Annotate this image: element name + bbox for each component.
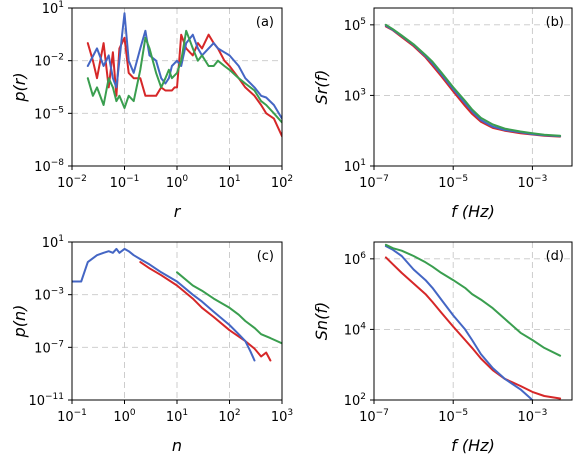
- x-tick-label: 102: [218, 408, 240, 425]
- panel-c: 10−1 100 101 102 103 10−11 10−7 10−3 101 (c) n p(n): [10, 234, 293, 455]
- y-tick-label: 103: [344, 87, 366, 104]
- panel-d: 10−7 10−5 10−3 102 104 106 (d) f (Hz) Sn(f): [312, 241, 573, 455]
- x-axis-label: f (Hz): [451, 202, 495, 221]
- y-tick-label: 101: [42, 0, 64, 17]
- y-tick-label: 106: [344, 251, 367, 268]
- series-line-green: [86, 29, 282, 124]
- series-line-red: [384, 256, 562, 400]
- series-line-blue: [86, 12, 282, 120]
- y-axis-label: Sr(f): [312, 70, 331, 105]
- y-tick-label: 101: [344, 158, 366, 175]
- x-tick-label: 100: [113, 408, 136, 425]
- panel-b: 10−7 10−5 10−3 101 103 105 (b) f (Hz) Sr(f): [312, 7, 573, 221]
- y-axis-label: p(n): [10, 305, 29, 339]
- y-tick-label: 104: [344, 321, 367, 338]
- panel-label: (c): [257, 249, 274, 264]
- x-axis-label: f (Hz): [451, 436, 495, 455]
- x-tick-label: 10−3: [517, 174, 547, 191]
- x-tick-label: 10−5: [438, 408, 468, 425]
- y-axis-label: Sn(f): [312, 302, 331, 340]
- axes-frame: [373, 241, 573, 401]
- panel-label: (a): [256, 15, 274, 30]
- y-tick-label: 10−2: [34, 53, 64, 70]
- y-tick-label: 10−7: [34, 339, 64, 356]
- y-tick-label: 10−11: [28, 392, 64, 409]
- y-tick-label: 10−5: [34, 105, 64, 122]
- series-line-red: [139, 261, 272, 362]
- x-tick-label: 10−7: [359, 408, 389, 425]
- x-tick-label: 102: [271, 174, 293, 191]
- x-axis-label: n: [172, 436, 182, 455]
- x-tick-label: 10−5: [438, 174, 468, 191]
- y-tick-label: 101: [42, 234, 64, 251]
- series-line-green: [384, 23, 562, 137]
- y-axis-label: p(r): [10, 72, 29, 102]
- panel-label: (d): [546, 249, 564, 264]
- series-line-green: [384, 243, 562, 357]
- x-tick-label: 10−7: [359, 174, 389, 191]
- x-tick-label: 10−1: [110, 174, 140, 191]
- axes-frame: [373, 7, 573, 167]
- x-tick-label: 101: [218, 174, 240, 191]
- x-tick-label: 103: [271, 408, 293, 425]
- panel-label: (b): [546, 15, 564, 30]
- y-tick-label: 105: [344, 17, 366, 34]
- x-tick-label: 101: [166, 408, 188, 425]
- x-tick-label: 100: [166, 174, 189, 191]
- y-tick-label: 10−8: [34, 158, 64, 175]
- series-line-blue: [72, 247, 256, 362]
- x-tick-label: 10−2: [57, 174, 87, 191]
- panel-a: 10−2 10−1 100 101 102 10−8 10−5 10−2 101 (a) r p(r): [10, 0, 293, 221]
- y-tick-label: 102: [344, 392, 366, 409]
- x-tick-label: 10−1: [57, 408, 87, 425]
- series-line-blue: [384, 245, 534, 400]
- x-tick-label: 10−3: [517, 408, 547, 425]
- series-line-green: [176, 271, 282, 345]
- x-axis-label: r: [174, 202, 182, 221]
- y-tick-label: 10−3: [34, 287, 64, 304]
